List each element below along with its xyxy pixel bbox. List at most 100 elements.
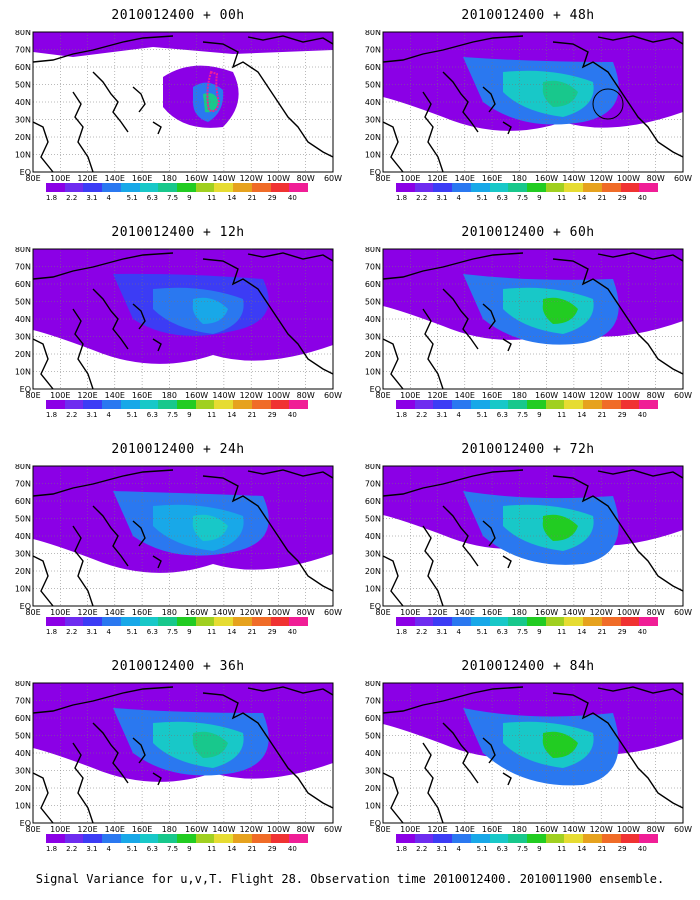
coastline — [597, 686, 684, 696]
colorbar-swatch — [396, 617, 415, 626]
panel-title: 2010012400 + 48h — [461, 8, 595, 23]
colorbar-label: 11 — [207, 194, 217, 202]
colorbar-swatch — [527, 617, 546, 626]
colorbar-label: 21 — [597, 411, 607, 419]
lat-tick-label: 40N — [365, 749, 381, 758]
colorbar-swatch — [396, 400, 415, 409]
colorbar-swatch — [139, 183, 159, 192]
colorbar-swatch — [601, 400, 621, 409]
lat-tick-label: EQ — [20, 385, 31, 394]
coastline — [482, 86, 496, 113]
lat-tick-label: 10N — [365, 585, 381, 594]
map-panel: 2010012400 + 72h 80N 70N 60N 50N 40N 30N 20N 10N… — [358, 442, 698, 657]
coastline — [502, 555, 512, 569]
lon-tick-label: 60W — [674, 174, 692, 182]
lon-tick-label: 120W — [590, 608, 613, 616]
coastline — [422, 525, 444, 607]
lat-tick-label: 30N — [365, 333, 381, 342]
lon-tick-label: 120E — [427, 825, 447, 833]
lat-tick-label: 70N — [365, 697, 381, 706]
lon-tick-label: 80W — [647, 825, 665, 833]
colorbar-swatch — [489, 400, 509, 409]
colorbar-swatch — [433, 183, 453, 192]
colorbar-label: 7.5 — [166, 845, 179, 853]
coastline — [202, 258, 334, 375]
lat-tick-label: 80N — [365, 30, 381, 37]
lon-tick-label: 140E — [105, 825, 125, 833]
coastline — [482, 303, 496, 330]
colorbar-swatch — [233, 617, 252, 626]
colorbar-swatch — [251, 183, 271, 192]
lon-tick-label: 120E — [77, 391, 97, 399]
colorbar-swatch — [620, 617, 640, 626]
lon-tick-label: 140W — [562, 825, 585, 833]
lon-tick-label: 160E — [482, 608, 502, 616]
colorbar-swatch — [508, 400, 528, 409]
lat-tick-label: 10N — [15, 368, 31, 377]
lat-tick-label: 60N — [15, 497, 31, 506]
colorbar-swatch — [102, 400, 121, 409]
lat-tick-label: 70N — [15, 697, 31, 706]
colorbar-label: 6.3 — [496, 411, 508, 419]
lon-tick-label: 80E — [375, 174, 390, 182]
lon-tick-label: 80W — [297, 608, 315, 616]
coastline — [92, 505, 129, 567]
colorbar-label: 21 — [597, 845, 607, 853]
lon-tick-label: 100W — [267, 608, 290, 616]
lat-tick-label: 70N — [365, 46, 381, 55]
colorbar-swatch — [433, 834, 453, 843]
colorbar-label: 1.8 — [396, 628, 408, 636]
colorbar-label: 40 — [637, 845, 647, 853]
lon-tick-label: 140E — [105, 391, 125, 399]
colorbar-label: 1.8 — [396, 845, 408, 853]
colorbar-label: 40 — [287, 194, 297, 202]
lon-tick-label: 100W — [267, 825, 290, 833]
signal-contour — [33, 32, 333, 57]
lon-tick-label: 100E — [50, 825, 70, 833]
lat-tick-label: EQ — [20, 168, 31, 177]
lat-tick-label: EQ — [20, 602, 31, 611]
colorbar-swatch — [270, 834, 290, 843]
lon-tick-label: 160W — [185, 174, 208, 182]
colorbar-swatch — [102, 183, 121, 192]
colorbar-swatch — [289, 834, 309, 843]
lat-tick-label: 40N — [15, 532, 31, 541]
colorbar-swatch — [158, 183, 178, 192]
coastline — [132, 520, 146, 547]
colorbar-swatch — [470, 400, 490, 409]
lat-tick-label: 50N — [15, 81, 31, 90]
colorbar-label: 21 — [247, 194, 257, 202]
map-panel: 2010012400 + 84h 80N 70N 60N 50N 40N 30N 20N 10N… — [358, 659, 698, 874]
colorbar-label: 5.1 — [476, 411, 488, 419]
colorbar-swatch — [64, 834, 84, 843]
coastline — [202, 41, 334, 158]
colorbar-label: 11 — [557, 628, 567, 636]
lat-tick-label: 20N — [15, 133, 31, 142]
colorbar-swatch — [214, 617, 234, 626]
colorbar-label: 40 — [637, 411, 647, 419]
coastline — [422, 308, 444, 390]
colorbar-swatch — [139, 400, 159, 409]
lat-tick-label: 70N — [365, 263, 381, 272]
lon-tick-label: 100E — [400, 825, 420, 833]
lon-tick-label: 60W — [324, 174, 342, 182]
lat-tick-label: 30N — [15, 767, 31, 776]
lat-tick-label: 60N — [365, 497, 381, 506]
lon-tick-label: 100W — [617, 391, 640, 399]
colorbar-swatch — [620, 400, 640, 409]
coastline — [32, 555, 54, 607]
colorbar-label: 29 — [617, 845, 627, 853]
colorbar-label: 9 — [187, 411, 192, 419]
colorbar-label: 2.2 — [66, 411, 78, 419]
colorbar-label: 7.5 — [516, 845, 529, 853]
colorbar-label: 5.1 — [126, 845, 138, 853]
colorbar-swatch — [620, 834, 640, 843]
lon-tick-label: 180 — [162, 391, 177, 399]
lat-tick-label: 10N — [15, 585, 31, 594]
colorbar-swatch — [639, 617, 659, 626]
coastline — [92, 288, 129, 350]
colorbar-label: 4 — [106, 628, 111, 636]
